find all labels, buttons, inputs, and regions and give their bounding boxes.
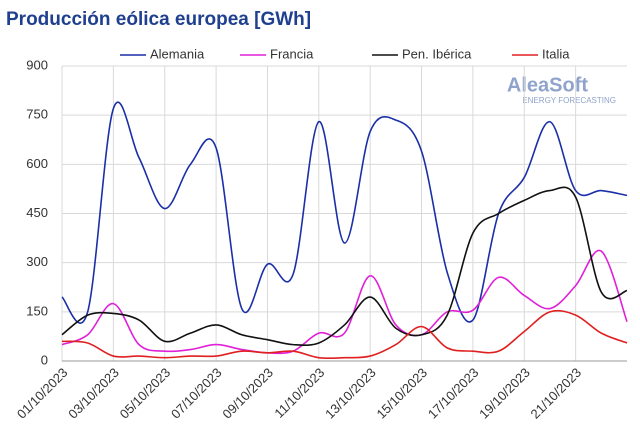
x-tick-label: 11/10/2023 <box>271 365 327 421</box>
series-line <box>61 186 628 347</box>
series-line <box>61 101 628 324</box>
legend-label: Pen. Ibérica <box>402 46 472 61</box>
logo-tagline: ENERGY FORECASTING <box>522 96 616 105</box>
legend-label: Italia <box>542 46 570 61</box>
x-tick-label: 07/10/2023 <box>168 365 225 422</box>
y-tick-label: 150 <box>26 303 48 318</box>
y-tick-label: 300 <box>26 254 48 269</box>
y-tick-label: 0 <box>41 352 48 367</box>
x-tick-label: 01/10/2023 <box>14 365 71 422</box>
logo-name: AleaSoft <box>507 74 588 96</box>
x-tick-label: 19/10/2023 <box>476 365 533 422</box>
legend-label: Alemania <box>150 46 205 61</box>
series-line <box>61 249 628 355</box>
y-tick-label: 600 <box>26 156 48 171</box>
x-tick-label: 03/10/2023 <box>65 365 122 422</box>
x-tick-label: 05/10/2023 <box>117 365 174 422</box>
series-line <box>61 309 628 360</box>
x-tick-label: 17/10/2023 <box>425 365 482 422</box>
y-tick-label: 450 <box>26 205 48 220</box>
y-tick-label: 900 <box>26 57 48 72</box>
legend-label: Francia <box>270 46 314 61</box>
x-tick-label: 21/10/2023 <box>528 365 585 422</box>
x-tick-label: 13/10/2023 <box>322 365 379 422</box>
chart-title: Producción eólica europea [GWh] <box>6 9 311 30</box>
x-tick-label: 09/10/2023 <box>219 365 276 422</box>
y-tick-label: 750 <box>26 107 48 122</box>
x-tick-label: 15/10/2023 <box>373 365 430 422</box>
